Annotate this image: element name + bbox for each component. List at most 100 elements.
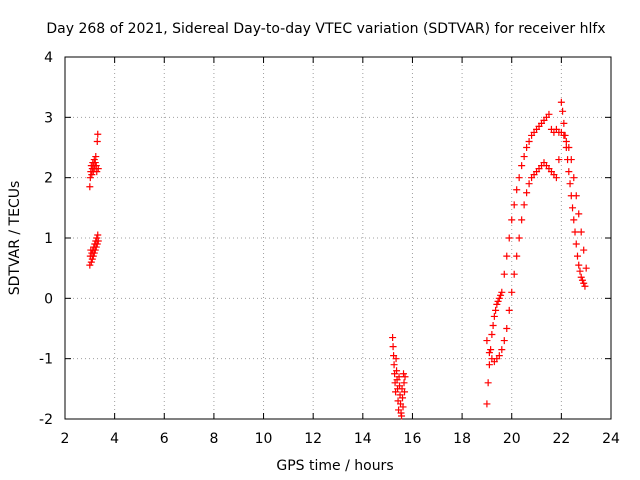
x-tick-label: 18 [453,431,471,447]
y-tick-label: 2 [44,171,53,187]
data-point [483,337,491,345]
data-point [395,373,403,381]
data-point [525,180,533,188]
data-point [557,98,565,106]
data-point [90,249,98,257]
x-tick-label: 20 [503,431,521,447]
data-point [91,159,99,167]
data-point [488,331,496,339]
data-point [545,110,553,118]
data-point [523,144,531,151]
data-point [577,273,585,281]
x-axis: 2 4 6 8 10 12 14 16 18 20 22 24 [61,57,620,447]
data-point [500,337,508,345]
x-tick-label: 14 [354,431,372,447]
x-tick-label: 10 [255,431,273,447]
data-point [90,156,98,164]
data-point [93,137,101,145]
y-tick-label: 4 [44,50,53,66]
data-point [576,267,584,275]
data-point [578,276,586,284]
chart-title: Day 268 of 2021, Sidereal Day-to-day VTE… [46,21,605,37]
data-point [565,168,573,176]
data-point [87,258,95,266]
data-point [562,137,570,145]
data-point [503,252,511,260]
data-point [565,144,573,151]
data-point [92,243,100,251]
data-point [89,252,97,260]
data-point [580,246,588,254]
x-tick-label: 6 [160,431,169,447]
data-point [572,192,580,200]
data-point [88,255,96,263]
data-point [523,189,531,197]
data-point [570,174,578,182]
x-tick-label: 24 [602,431,620,447]
x-tick-label: 8 [209,431,218,447]
data-point [559,107,567,115]
data-point [518,162,526,170]
data-point [515,174,523,182]
x-tick-label: 4 [110,431,119,447]
data-point [92,153,100,161]
x-tick-label: 2 [61,431,70,447]
data-point [86,183,94,191]
data-point [86,174,94,182]
data-point [582,264,590,272]
data-point [510,270,518,278]
x-tick-label: 12 [304,431,322,447]
data-point [93,168,101,176]
data-point [508,216,516,224]
x-axis-label: GPS time / hours [276,458,393,474]
data-point [400,370,408,378]
data-point [525,137,533,145]
data-point [560,119,568,127]
data-point [508,288,516,296]
data-point [487,346,495,354]
data-point [399,403,407,411]
data-point [392,355,400,363]
data-point [393,367,401,375]
data-point [510,201,518,209]
data-point [503,325,511,332]
data-point [483,400,491,408]
data-point [94,237,102,245]
data-point [485,361,493,369]
data-point [400,379,408,387]
data-point [505,234,513,242]
data-point [577,228,585,236]
data-point [513,186,521,194]
data-point [495,294,503,302]
data-point [492,306,500,314]
data-point [494,297,502,305]
data-point [580,279,588,287]
data-point [490,312,498,320]
y-tick-label: 0 [44,291,53,307]
data-point [571,228,579,236]
data-point [520,201,528,209]
x-tick-label: 22 [552,431,570,447]
data-point [566,180,574,188]
data-point [88,171,96,179]
data-point [515,234,523,242]
y-axis-label: SDTVAR / TECUs [7,181,23,296]
data-point [389,343,397,351]
data-point [401,373,409,381]
data-point [552,174,560,182]
data-point [94,165,102,173]
y-axis: -2 -1 0 1 2 3 4 [39,50,611,428]
data-point [575,210,583,218]
data-point [520,153,528,161]
x-tick-label: 16 [404,431,422,447]
data-point [493,300,501,308]
data-point [389,334,397,342]
data-point [573,252,581,260]
data-point [390,361,398,369]
data-point [489,321,497,329]
data-point [581,282,589,290]
data-point [497,291,505,299]
data-point [570,216,578,224]
data-point [399,394,407,402]
